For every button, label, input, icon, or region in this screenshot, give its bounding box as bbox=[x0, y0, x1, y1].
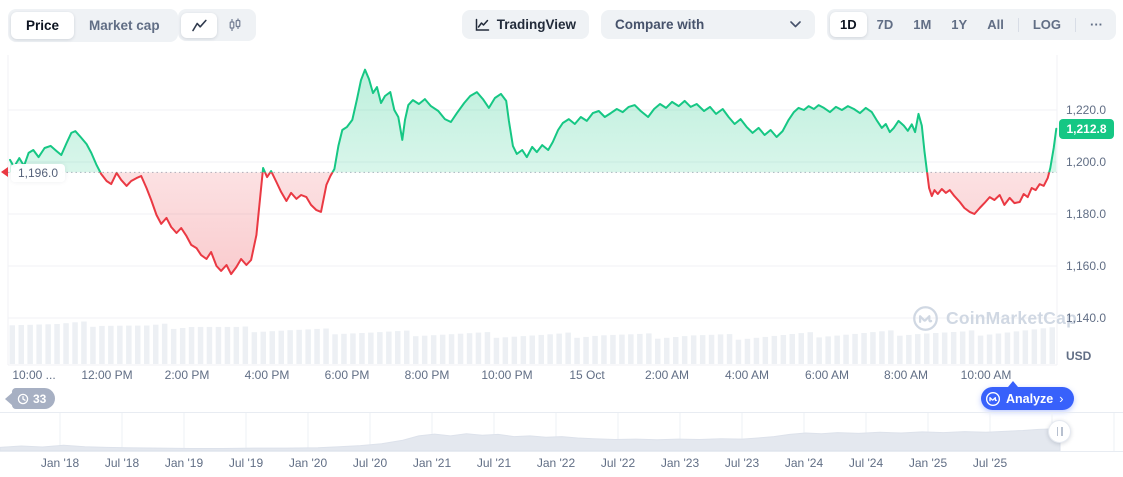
log-scale-button[interactable]: LOG bbox=[1032, 17, 1061, 32]
tradingview-label: TradingView bbox=[496, 17, 576, 32]
range-1m-button[interactable]: 1M bbox=[913, 17, 932, 32]
coinmarketcap-logo-icon bbox=[913, 306, 938, 331]
nav-tick: Jan '23 bbox=[660, 456, 700, 470]
chart-type-toggle bbox=[178, 9, 256, 41]
x-tick: 6:00 AM bbox=[804, 368, 850, 382]
baseline-price-label: 1,196.0 bbox=[11, 164, 66, 182]
x-tick: 4:00 PM bbox=[244, 368, 290, 382]
analyze-arrow: › bbox=[1059, 391, 1064, 406]
x-tick: 8:00 AM bbox=[883, 368, 929, 382]
price-chart-canvas[interactable] bbox=[0, 52, 1123, 382]
range-selector: 1D 7D 1M 1Y All LOG ··· bbox=[826, 9, 1116, 40]
nav-tick: Jul '22 bbox=[600, 456, 636, 470]
nav-tick: Jan '19 bbox=[164, 456, 204, 470]
currency-label: USD bbox=[1066, 349, 1092, 363]
price-tab[interactable]: Price bbox=[11, 12, 75, 39]
market-cap-tab[interactable]: Market cap bbox=[89, 18, 160, 33]
nav-tick: Jul '20 bbox=[352, 456, 388, 470]
nav-tick: Jul '18 bbox=[104, 456, 140, 470]
analyze-button[interactable]: Analyze › bbox=[981, 387, 1075, 410]
navigator-drag-handle[interactable] bbox=[1048, 420, 1071, 443]
nav-tick: Jul '21 bbox=[476, 456, 512, 470]
history-count: 33 bbox=[33, 391, 47, 406]
y-tick-1180: 1,180.0 bbox=[1066, 207, 1107, 221]
y-tick-1200: 1,200.0 bbox=[1066, 155, 1107, 169]
candlestick-icon bbox=[229, 18, 241, 31]
compare-with-dropdown[interactable]: Compare with bbox=[600, 10, 815, 39]
tradingview-button[interactable]: TradingView bbox=[461, 10, 589, 39]
nav-tick: Jan '25 bbox=[908, 456, 948, 470]
y-tick-1220: 1,220.0 bbox=[1066, 103, 1107, 117]
nav-tick: Jul '25 bbox=[972, 456, 1008, 470]
history-count-badge[interactable]: 33 bbox=[12, 388, 56, 409]
y-tick-1160: 1,160.0 bbox=[1066, 259, 1107, 273]
toolbar-right-cluster: TradingView Compare with 1D 7D 1M 1Y All… bbox=[461, 9, 1116, 40]
x-tick: 10:00 PM bbox=[481, 368, 533, 382]
tradingview-icon bbox=[475, 18, 489, 31]
x-tick: 10:00 ... bbox=[12, 368, 56, 382]
current-price-badge: 1,212.8 bbox=[1059, 118, 1114, 139]
candlestick-chart-type-button[interactable] bbox=[217, 12, 253, 38]
nav-tick: Jan '21 bbox=[412, 456, 452, 470]
price-marketcap-toggle: Price Market cap bbox=[8, 9, 178, 42]
x-tick: 8:00 PM bbox=[404, 368, 450, 382]
more-options-button[interactable]: ··· bbox=[1090, 17, 1103, 32]
analyze-cmc-icon bbox=[986, 391, 1000, 406]
navigator-minichart bbox=[0, 413, 1115, 452]
x-tick: 2:00 PM bbox=[164, 368, 210, 382]
x-tick: 15 Oct bbox=[569, 368, 605, 382]
timeline-navigator[interactable] bbox=[0, 412, 1123, 452]
analyze-pointer bbox=[1008, 381, 1018, 387]
chevron-down-icon bbox=[790, 21, 801, 28]
watermark-text: CoinMarketCap bbox=[946, 308, 1077, 328]
x-tick: 6:00 PM bbox=[324, 368, 370, 382]
line-chart-type-button[interactable] bbox=[181, 12, 217, 38]
separator bbox=[1075, 17, 1076, 32]
x-tick: 4:00 AM bbox=[724, 368, 770, 382]
y-tick-1140: 1,140.0 bbox=[1066, 311, 1107, 325]
nav-tick: Jul '24 bbox=[848, 456, 884, 470]
x-axis: 10:00 ... 12:00 PM 2:00 PM 4:00 PM 6:00 … bbox=[0, 368, 1123, 384]
baseline-marker-arrow bbox=[1, 167, 8, 178]
nav-tick: Jan '22 bbox=[536, 456, 576, 470]
line-chart-icon bbox=[191, 19, 207, 31]
nav-tick: Jan '20 bbox=[288, 456, 328, 470]
range-1d-button[interactable]: 1D bbox=[829, 12, 867, 37]
history-clock-icon bbox=[17, 393, 29, 404]
nav-tick: Jul '23 bbox=[724, 456, 760, 470]
nav-tick: Jan '18 bbox=[40, 456, 80, 470]
range-7d-button[interactable]: 7D bbox=[876, 17, 894, 32]
analyze-label: Analyze bbox=[1006, 391, 1054, 406]
separator bbox=[1017, 17, 1019, 32]
nav-tick: Jul '19 bbox=[228, 456, 264, 470]
x-tick: 10:00 AM bbox=[960, 368, 1012, 382]
compare-with-label: Compare with bbox=[614, 17, 705, 32]
coinmarketcap-watermark: CoinMarketCap bbox=[912, 305, 1077, 332]
x-tick: 12:00 PM bbox=[81, 368, 133, 382]
x-tick: 2:00 AM bbox=[644, 368, 690, 382]
nav-tick: Jan '24 bbox=[784, 456, 824, 470]
range-1y-button[interactable]: 1Y bbox=[951, 17, 968, 32]
range-all-button[interactable]: All bbox=[987, 17, 1004, 32]
